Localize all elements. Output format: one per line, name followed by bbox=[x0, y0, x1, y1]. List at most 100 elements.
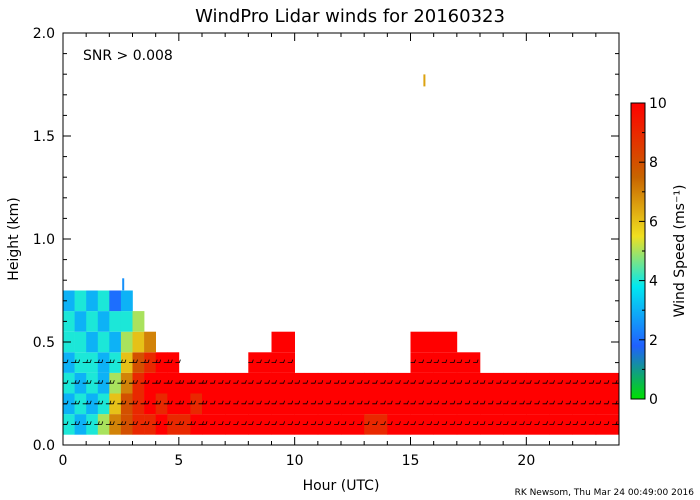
wind-barb bbox=[178, 400, 185, 405]
wind-barb bbox=[565, 421, 572, 425]
heatmap-cell bbox=[190, 372, 203, 394]
wind-barb bbox=[364, 421, 370, 425]
wind-barb bbox=[372, 380, 378, 384]
wind-barb bbox=[426, 421, 433, 425]
heatmap-cell bbox=[109, 414, 122, 435]
heatmap-cell bbox=[86, 331, 99, 353]
wind-barb bbox=[603, 421, 610, 425]
wind-barb bbox=[271, 359, 277, 363]
colorbar-axis: 0 2 4 6 8 10 bbox=[639, 96, 667, 408]
wind-barb bbox=[264, 400, 270, 405]
heatmap-cell bbox=[109, 311, 122, 332]
wind-barb bbox=[433, 359, 440, 363]
wind-barb bbox=[511, 400, 517, 405]
wind-barb bbox=[155, 421, 162, 425]
wind-barb bbox=[248, 400, 254, 405]
heatmap-cell bbox=[167, 414, 180, 435]
heatmap-cell bbox=[109, 331, 122, 353]
heatmap-cell bbox=[97, 331, 110, 353]
wind-barb bbox=[202, 380, 208, 384]
wind-barb bbox=[248, 359, 254, 363]
heatmap-cell bbox=[63, 372, 75, 394]
wind-barb bbox=[178, 380, 185, 384]
wind-barb bbox=[310, 400, 317, 405]
isolated-point bbox=[122, 278, 125, 291]
wind-barb bbox=[473, 380, 479, 384]
wind-barb bbox=[580, 421, 587, 425]
wind-barb bbox=[595, 400, 602, 405]
wind-barb bbox=[395, 421, 401, 425]
wind-barb bbox=[241, 421, 247, 425]
wind-barb bbox=[132, 421, 138, 425]
heatmap-cell bbox=[190, 393, 203, 415]
wind-barb bbox=[580, 380, 587, 384]
colorbar-label: Wind Speed (ms⁻¹) bbox=[672, 185, 688, 318]
wind-barb bbox=[74, 380, 80, 384]
wind-barb bbox=[503, 400, 509, 405]
heatmap-cell bbox=[109, 393, 122, 415]
wind-barb bbox=[572, 380, 579, 384]
wind-barb bbox=[155, 400, 162, 405]
heatmap-cell bbox=[86, 372, 99, 394]
wind-barb bbox=[74, 359, 80, 363]
wind-barb bbox=[418, 421, 424, 425]
colorbar-tick-label: 4 bbox=[649, 274, 658, 290]
wind-barb bbox=[233, 380, 239, 384]
wind-barb bbox=[526, 380, 532, 384]
wind-barb bbox=[167, 380, 173, 384]
heatmap-cell bbox=[86, 393, 99, 415]
wind-barb bbox=[132, 400, 138, 405]
wind-barb bbox=[97, 380, 104, 384]
wind-barb bbox=[426, 400, 433, 405]
wind-barb bbox=[433, 421, 440, 425]
wind-barb bbox=[144, 421, 150, 425]
wind-barb bbox=[155, 380, 162, 384]
wind-barb bbox=[433, 380, 440, 384]
heatmap-cell bbox=[155, 414, 168, 435]
wind-barb bbox=[496, 380, 502, 384]
heatmap-cell bbox=[132, 352, 145, 373]
wind-barb bbox=[202, 400, 208, 405]
colorbar-tick-label: 10 bbox=[649, 96, 667, 112]
wind-barb bbox=[357, 380, 363, 384]
wind-barb bbox=[279, 421, 285, 425]
wind-barb bbox=[473, 359, 479, 363]
wind-barb bbox=[565, 380, 572, 384]
wind-barb bbox=[155, 359, 162, 363]
wind-barb bbox=[325, 400, 332, 405]
wind-barb bbox=[480, 400, 486, 405]
wind-barb bbox=[456, 359, 463, 363]
wind-barb bbox=[218, 400, 224, 405]
wind-barb bbox=[503, 421, 509, 425]
wind-barb bbox=[248, 380, 254, 384]
wind-barb bbox=[294, 380, 301, 384]
wind-barb bbox=[496, 400, 502, 405]
wind-barb bbox=[256, 400, 262, 405]
wind-barb bbox=[279, 359, 285, 363]
wind-barb bbox=[403, 421, 409, 425]
wind-barb bbox=[595, 421, 602, 425]
heatmap-cell bbox=[86, 352, 99, 373]
wind-barb bbox=[511, 421, 517, 425]
wind-barb bbox=[464, 359, 471, 363]
wind-barb bbox=[496, 421, 502, 425]
wind-barb bbox=[441, 359, 448, 363]
wind-barb bbox=[357, 421, 363, 425]
wind-barb bbox=[190, 380, 196, 384]
wind-barb bbox=[519, 400, 525, 405]
wind-barb bbox=[120, 359, 127, 363]
wind-barb bbox=[456, 400, 463, 405]
wind-barb bbox=[387, 380, 393, 384]
wind-barb bbox=[86, 400, 92, 405]
wind-barb bbox=[349, 380, 355, 384]
wind-barb bbox=[256, 380, 262, 384]
wind-barb bbox=[603, 400, 610, 405]
wind-barb bbox=[109, 359, 115, 363]
wind-barb bbox=[210, 421, 216, 425]
wind-barb bbox=[588, 380, 595, 384]
wind-barb bbox=[302, 400, 309, 405]
wind-barb bbox=[241, 400, 247, 405]
chart-title: WindPro Lidar winds for 20160323 bbox=[195, 6, 505, 27]
wind-barb bbox=[572, 421, 579, 425]
